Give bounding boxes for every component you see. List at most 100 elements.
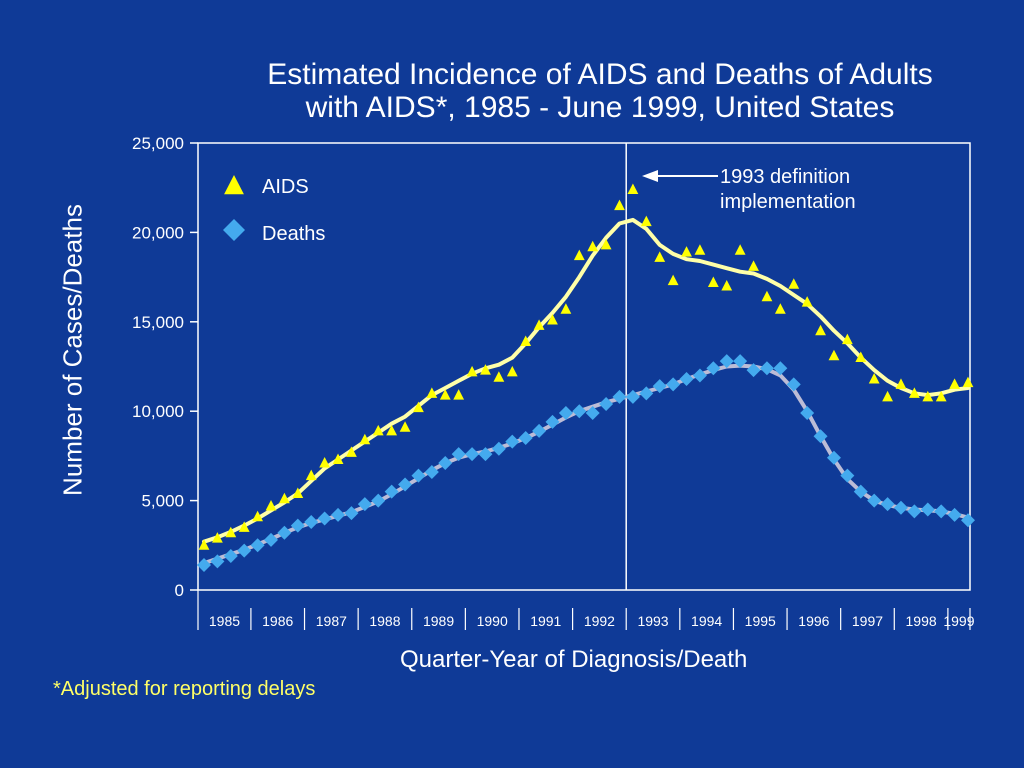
deaths-point bbox=[223, 549, 238, 564]
x-tick-label: 1996 bbox=[798, 613, 829, 629]
deaths-point bbox=[371, 493, 386, 508]
aids-point bbox=[694, 244, 706, 255]
aids-point bbox=[506, 365, 518, 377]
deaths-point bbox=[478, 447, 493, 462]
legend-deaths-marker bbox=[223, 219, 245, 241]
y-tick-label: 15,000 bbox=[132, 313, 184, 332]
deaths-point bbox=[344, 506, 359, 521]
aids-point bbox=[265, 499, 277, 511]
deaths-point bbox=[518, 431, 533, 446]
deaths-point bbox=[786, 377, 801, 392]
deaths-point bbox=[572, 404, 587, 419]
aids-point bbox=[560, 303, 572, 314]
deaths-point bbox=[746, 363, 761, 378]
x-tick-label: 1986 bbox=[262, 613, 293, 629]
aids-point bbox=[480, 364, 491, 375]
aids-point bbox=[292, 487, 304, 498]
legend-aids-marker bbox=[224, 175, 244, 195]
aids-point bbox=[640, 215, 652, 227]
deaths-trend-line bbox=[202, 363, 970, 566]
aids-point bbox=[748, 260, 759, 271]
deaths-point bbox=[840, 468, 855, 483]
deaths-point bbox=[290, 518, 305, 533]
deaths-point bbox=[813, 429, 828, 444]
deaths-point bbox=[826, 450, 841, 465]
deaths-point bbox=[250, 538, 265, 553]
deaths-point bbox=[934, 504, 949, 519]
deaths-point bbox=[465, 447, 480, 462]
aids-point bbox=[533, 319, 545, 330]
deaths-point bbox=[759, 361, 774, 376]
deaths-point bbox=[692, 368, 707, 383]
aids-point bbox=[841, 333, 853, 345]
deaths-point bbox=[210, 554, 225, 569]
x-tick-label: 1985 bbox=[209, 613, 240, 629]
aids-point bbox=[868, 373, 880, 384]
aids-point bbox=[828, 349, 840, 361]
aids-point bbox=[346, 446, 357, 457]
aids-point bbox=[238, 521, 250, 532]
deaths-point bbox=[666, 377, 681, 392]
aids-point bbox=[707, 276, 719, 287]
legend-aids-label: AIDS bbox=[262, 176, 309, 198]
x-tick-label: 1992 bbox=[584, 613, 615, 629]
aids-point bbox=[453, 389, 465, 400]
aids-point bbox=[788, 278, 800, 289]
aids-point bbox=[600, 238, 612, 250]
legend-deaths-label: Deaths bbox=[262, 223, 325, 245]
aids-point bbox=[547, 314, 558, 325]
aids-point bbox=[587, 240, 599, 252]
deaths-point bbox=[706, 361, 721, 376]
y-tick-label: 0 bbox=[175, 581, 184, 600]
aids-point bbox=[734, 244, 746, 255]
aids-point bbox=[252, 510, 264, 522]
deaths-point bbox=[947, 507, 962, 522]
aids-point bbox=[962, 376, 974, 388]
y-tick-label: 10,000 bbox=[132, 402, 184, 421]
x-tick-label: 1997 bbox=[852, 613, 883, 629]
aids-point bbox=[212, 532, 223, 543]
deaths-point bbox=[491, 441, 506, 456]
aids-point bbox=[279, 492, 290, 504]
chart-title-line-2: with AIDS*, 1985 - June 1999, United Sta… bbox=[305, 91, 895, 124]
y-tick-label: 25,000 bbox=[132, 134, 184, 153]
deaths-point bbox=[639, 386, 654, 401]
aids-point bbox=[949, 378, 960, 389]
aids-point bbox=[895, 378, 907, 389]
aids-point bbox=[372, 424, 384, 436]
y-tick-label: 5,000 bbox=[141, 492, 184, 511]
aids-point bbox=[386, 424, 398, 436]
deaths-point bbox=[867, 493, 882, 508]
aids-point bbox=[466, 365, 478, 377]
aids-point bbox=[225, 526, 237, 538]
aids-point bbox=[573, 249, 585, 261]
deaths-point bbox=[893, 500, 908, 515]
x-tick-label: 1991 bbox=[530, 613, 561, 629]
aids-point bbox=[614, 199, 625, 211]
chart-title: Estimated Incidence of AIDS and Deaths o… bbox=[150, 58, 1024, 124]
aids-point bbox=[774, 303, 786, 314]
deaths-point bbox=[773, 361, 788, 376]
aids-point bbox=[319, 457, 331, 468]
deaths-point bbox=[719, 354, 734, 369]
deaths-point bbox=[264, 532, 279, 547]
aids-point bbox=[198, 539, 210, 550]
deaths-point bbox=[907, 504, 922, 519]
deaths-point bbox=[853, 484, 868, 499]
aids-point bbox=[399, 421, 411, 432]
x-tick-label: 1995 bbox=[745, 613, 776, 629]
aids-point bbox=[654, 251, 666, 262]
aids-point bbox=[855, 351, 867, 363]
deaths-point bbox=[532, 423, 547, 438]
x-tick-label: 1990 bbox=[477, 613, 508, 629]
x-tick-label: 1989 bbox=[423, 613, 454, 629]
aids-trend-line bbox=[202, 217, 970, 544]
x-tick-label: 1988 bbox=[369, 613, 400, 629]
deaths-point bbox=[398, 477, 413, 492]
aids-point bbox=[908, 387, 920, 398]
deaths-point bbox=[625, 389, 640, 404]
aids-point bbox=[922, 390, 934, 402]
aids-point bbox=[882, 390, 893, 402]
deaths-point bbox=[585, 405, 600, 420]
